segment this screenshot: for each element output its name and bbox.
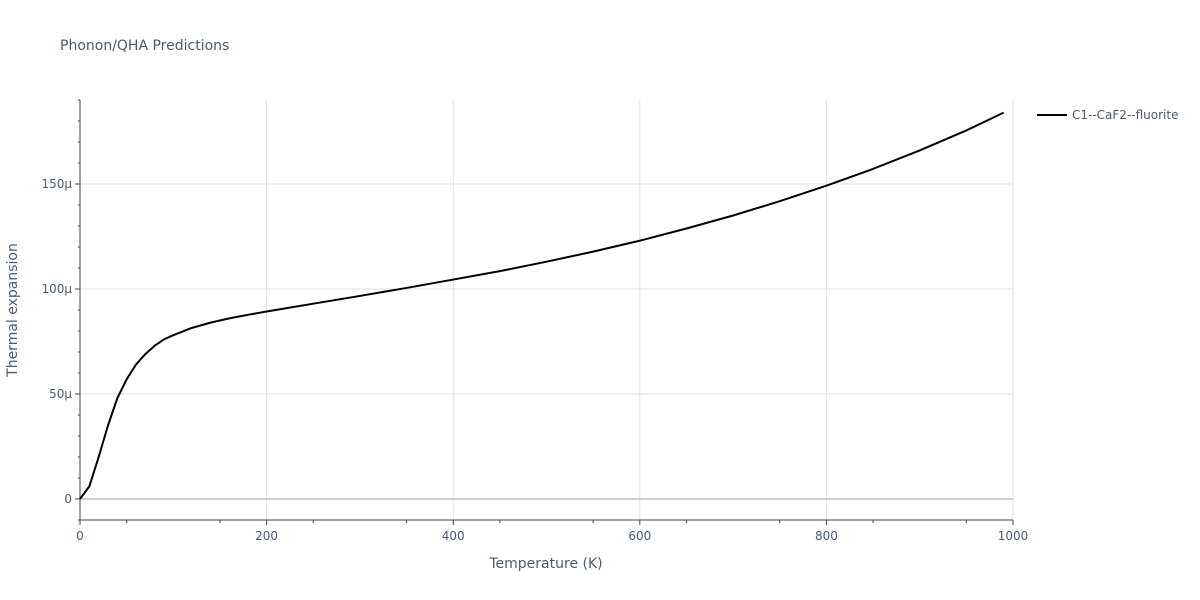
legend[interactable]: C1--CaF2--fluorite	[1037, 108, 1178, 122]
chart-title: Phonon/QHA Predictions	[60, 38, 229, 54]
x-tick-label: 800	[815, 529, 838, 543]
x-tick-label: 400	[442, 529, 465, 543]
x-tick-label: 600	[628, 529, 651, 543]
grid	[80, 100, 1014, 520]
y-tick-label: 100μ	[41, 282, 72, 296]
x-axis-title: Temperature (K)	[488, 556, 602, 572]
y-tick-label: 50μ	[49, 387, 72, 401]
x-tick-label: 0	[76, 529, 84, 543]
series-layer	[79, 111, 1005, 500]
y-axis-title: Thermal expansion	[5, 243, 21, 378]
y-tick-label: 150μ	[41, 177, 72, 191]
x-tick-label: 200	[255, 529, 278, 543]
axes: 0 200 400 600 800 1000 0 50μ 100μ 150μ	[41, 99, 1029, 543]
series-line	[79, 111, 1005, 500]
x-tick-label: 1000	[998, 529, 1029, 543]
legend-label: C1--CaF2--fluorite	[1072, 108, 1178, 122]
y-tick-label: 0	[64, 492, 72, 506]
